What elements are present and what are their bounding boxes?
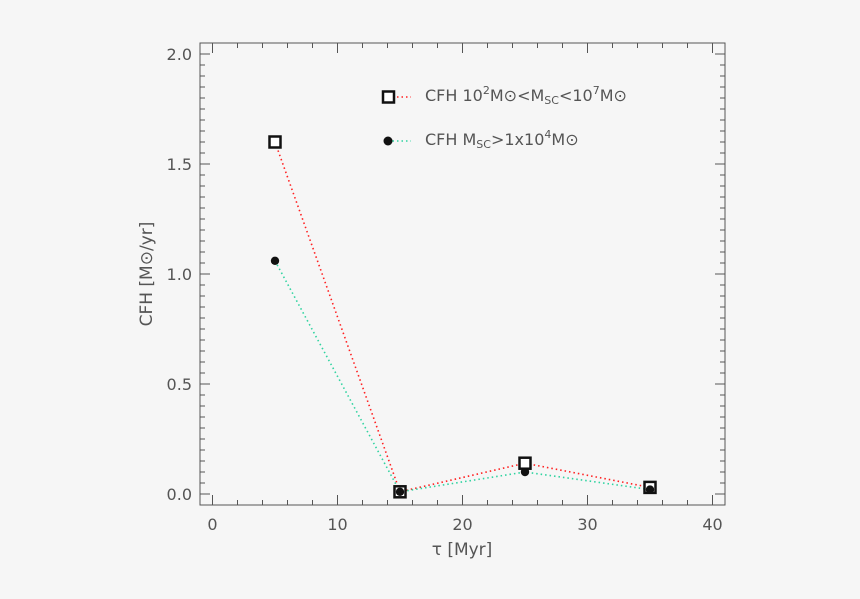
legend: CFH 102M⊙<MSC<107M⊙ CFH MSC>1x104M⊙ xyxy=(381,84,627,151)
data-point-series-2 xyxy=(270,256,280,265)
legend1-prefix: CFH 10 xyxy=(425,86,483,105)
data-point-series-2 xyxy=(645,485,655,494)
x-tick-label: 10 xyxy=(327,515,347,534)
legend1-exp2: 7 xyxy=(593,84,600,97)
x-tick-label: 40 xyxy=(702,515,722,534)
x-tick-label: 0 xyxy=(207,515,217,534)
legend2-mid: >1x10 xyxy=(491,130,544,149)
series-line-1 xyxy=(274,141,651,493)
legend-marker-series-2 xyxy=(383,136,393,146)
legend2-exp: 4 xyxy=(544,128,551,141)
legend1-m3: M⊙ xyxy=(600,86,627,105)
legend1-m2: <10 xyxy=(559,86,593,105)
plot-frame xyxy=(199,42,726,506)
legend2-sub: SC xyxy=(476,138,491,151)
legend1-exp1: 2 xyxy=(483,84,490,97)
x-tick-label: 30 xyxy=(577,515,597,534)
x-tick-labels: 0 10 20 30 40 xyxy=(207,515,722,534)
y-tick-labels: 0.0 0.5 1.0 1.5 2.0 xyxy=(167,45,192,504)
legend1-sub: SC xyxy=(544,94,559,107)
data-point-series-2 xyxy=(395,487,405,496)
y-tick-label: 0.5 xyxy=(167,375,192,394)
y-tick-label: 0.0 xyxy=(167,485,192,504)
legend-label-series-2: CFH MSC>1x104M⊙ xyxy=(425,128,579,151)
data-point-series-1 xyxy=(268,135,282,149)
legend-marker-series-1 xyxy=(381,90,396,104)
legend-entry-series-2: CFH MSC>1x104M⊙ xyxy=(383,128,579,151)
series-line-2 xyxy=(274,260,651,493)
data-point-series-1 xyxy=(518,456,532,470)
legend-entry-series-1: CFH 102M⊙<MSC<107M⊙ xyxy=(381,84,627,107)
legend2-prefix: CFH M xyxy=(425,130,476,149)
y-tick-label: 2.0 xyxy=(167,45,192,64)
y-axis-label: CFH [M⊙/yr] xyxy=(137,222,157,327)
axis-ticks xyxy=(200,43,725,505)
y-tick-label: 1.5 xyxy=(167,155,192,174)
series-group xyxy=(268,135,657,499)
data-point-series-2 xyxy=(520,467,530,477)
x-axis-label: τ [Myr] xyxy=(432,540,493,560)
legend2-suffix: M⊙ xyxy=(551,130,578,149)
legend1-m1: M⊙<M xyxy=(490,86,544,105)
y-tick-label: 1.0 xyxy=(167,265,192,284)
x-tick-label: 20 xyxy=(452,515,472,534)
legend-label-series-1: CFH 102M⊙<MSC<107M⊙ xyxy=(425,84,627,107)
